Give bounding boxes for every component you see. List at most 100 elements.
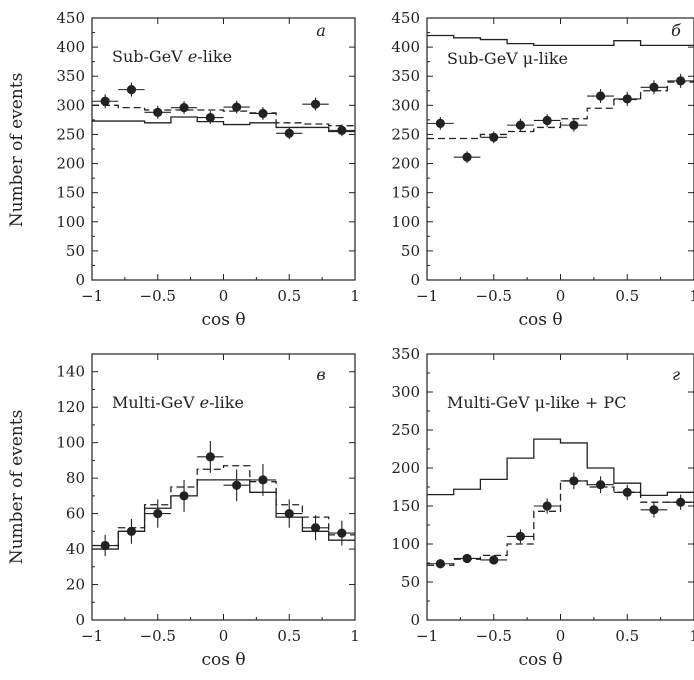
data-point [310,99,321,109]
data-point [676,76,686,86]
data-point [649,505,659,515]
x-tick-label: 0.5 [615,287,639,305]
panel-b: 0 50 100 150 200 250 300 350 400 450 −1 −0.5 0 0.5 1 co… [391,9,694,330]
x-tick-label: 0 [556,627,566,645]
y-tick-label: 20 [66,576,85,594]
panel-label: Sub-GeV μ-like [447,49,568,68]
data-point [153,107,163,117]
y-tick-label: 0 [75,611,85,629]
panel-a: 0 50 100 150 200 250 300 350 400 450 −1 −0.5 0 0.5 1 co… [7,9,360,330]
x-tick-label: 0.5 [277,287,301,305]
x-tick-label: −0.5 [476,287,512,305]
y-tick-label: 150 [391,497,420,515]
data-point [284,128,294,138]
data-point [179,103,189,113]
y-tick-label: 450 [391,9,420,27]
y-tick-label: 350 [56,67,85,85]
data-point [595,480,606,490]
y-tick-label: 250 [391,125,420,143]
x-axis-label: cos θ [518,650,562,670]
data-point [205,112,215,123]
data-point [205,452,215,462]
y-tick-label: 50 [401,573,420,591]
y-tick-label: 300 [391,96,420,114]
y-tick-label: 140 [56,363,85,381]
y-tick-label: 400 [391,38,420,56]
x-tick-label: 1 [689,287,694,305]
y-tick-label: 0 [410,271,420,289]
panel-letter: б [671,21,681,40]
y-tick-label: 0 [75,271,85,289]
data-point [462,152,472,162]
x-tick-label: −0.5 [476,627,512,645]
x-tick-label: 0 [556,287,566,305]
x-tick-label: −0.5 [140,627,176,645]
panel-d: 0 50 100 150 200 250 300 350 −1 −0.5 0 0.5 1 cos θ Mul… [391,345,694,670]
data-point [569,476,579,486]
solid-histogram [92,116,355,133]
data-point [258,108,268,119]
panel-label-part: Sub-GeV μ-like [447,49,568,68]
data-point [622,487,632,497]
y-tick-label: 250 [391,421,420,439]
x-tick-label: 0 [219,287,229,305]
data-point [232,480,242,490]
y-tick-label: 200 [391,459,420,477]
data-point [515,120,526,130]
data-point [284,508,294,519]
data-point [258,475,268,485]
panel-label-part: e [188,47,197,66]
y-tick-label: 250 [56,125,85,143]
data-point [337,125,347,135]
panel-letter: г [672,365,680,384]
y-tick-label: 150 [56,184,85,202]
data-point [126,526,137,536]
data-point [179,491,189,501]
y-tick-label: 50 [401,242,420,260]
data-point [232,102,242,112]
dashed-histogram [427,480,694,566]
data-point [310,523,321,533]
data-point [489,132,499,142]
x-tick-label: 1 [350,287,360,305]
panel-label-part: Multi-GeV μ-like + PC [447,393,626,412]
y-tick-label: 400 [56,38,85,56]
panel-letter: в [316,365,325,384]
y-tick-label: 450 [56,9,85,27]
data-point [435,559,445,569]
panel-label-part: e [200,393,209,412]
y-tick-label: 40 [66,540,85,558]
panel-label: Sub-GeV e-like [112,47,232,66]
panel-label-part: -like [209,393,244,412]
x-tick-label: 0.5 [277,627,301,645]
panel-label-part: -like [197,47,232,66]
x-tick-label: −0.5 [140,287,176,305]
x-tick-label: 0 [219,627,229,645]
x-tick-label: −1 [81,287,103,305]
x-tick-label: 0.5 [615,627,639,645]
x-tick-label: −1 [416,627,438,645]
data-point [337,528,347,538]
solid-histogram [427,34,694,47]
data-point [100,540,110,551]
x-tick-label: 1 [689,627,694,645]
data-point [676,497,686,507]
y-tick-label: 300 [391,383,420,401]
x-tick-label: 1 [350,627,360,645]
panel-label-part: Multi-GeV [112,393,200,412]
data-point [569,120,579,130]
x-tick-label: −1 [81,627,103,645]
y-tick-label: 150 [391,184,420,202]
dashed-histogram [92,465,355,547]
y-tick-label: 100 [391,213,420,231]
y-tick-label: 350 [391,345,420,363]
y-tick-label: 50 [66,242,85,260]
data-point [435,118,445,128]
y-axis-label: Number of events [7,410,27,565]
y-tick-label: 120 [56,398,85,416]
data-point [462,553,472,564]
data-point [489,555,499,565]
y-tick-label: 200 [56,155,85,173]
y-tick-label: 100 [56,434,85,452]
